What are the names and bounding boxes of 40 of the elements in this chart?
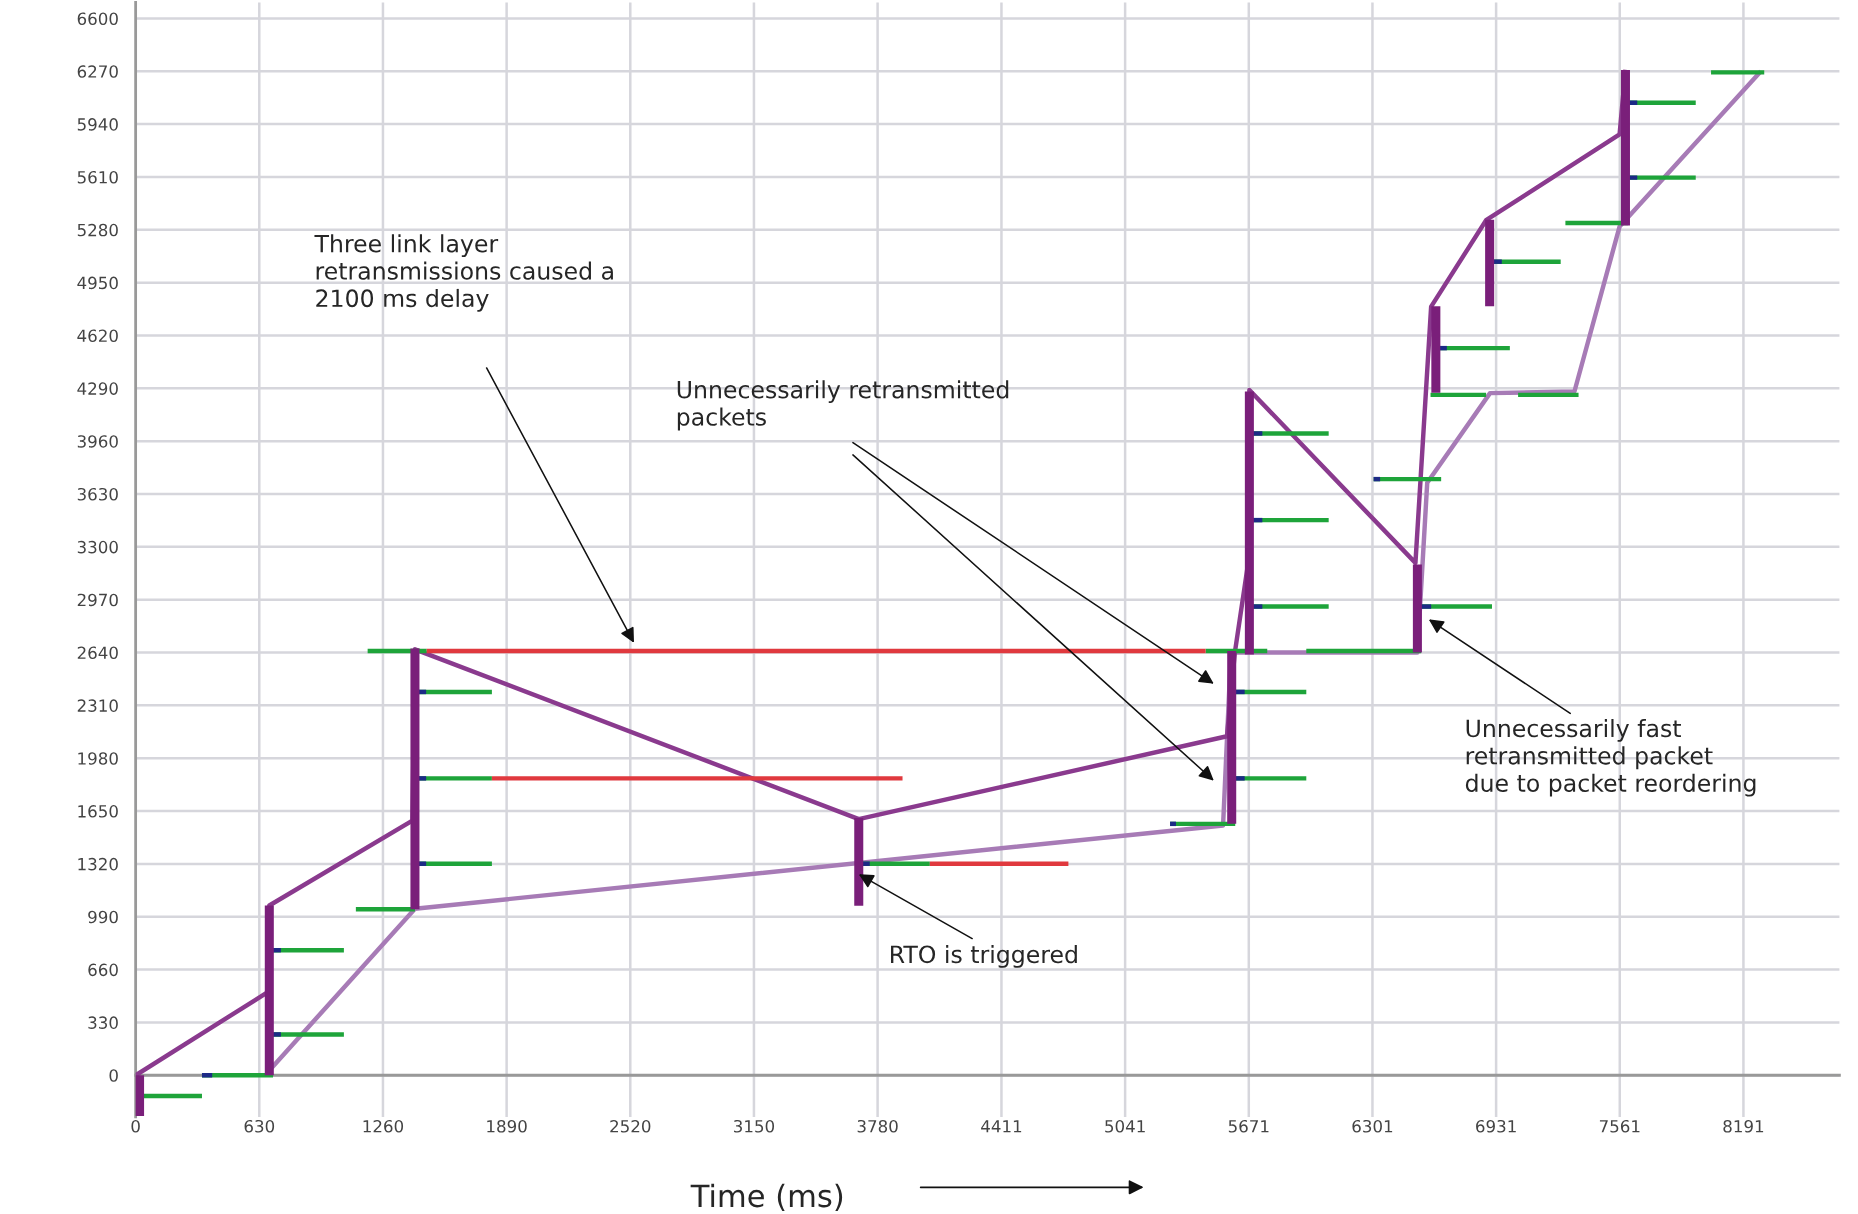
x-tick-label: 6931 xyxy=(1476,1119,1516,1133)
y-tick-label: 6270 xyxy=(77,65,118,78)
y-tick-label: 0 xyxy=(109,1069,118,1082)
y-tick-label: 660 xyxy=(88,963,118,977)
x-tick-label: 6301 xyxy=(1352,1119,1393,1133)
y-tick-label: 2970 xyxy=(77,593,118,607)
annotation: Unnecessarily retransmitted packets xyxy=(677,380,1009,431)
y-tick-label: 3300 xyxy=(77,540,118,554)
y-tick-label: 2640 xyxy=(77,646,118,660)
x-tick-label: 3150 xyxy=(734,1119,775,1133)
x-tick-label: 8191 xyxy=(1723,1119,1764,1133)
y-tick-label: 1980 xyxy=(78,752,118,765)
y-tick-label: 330 xyxy=(88,1016,118,1029)
annotation: Unnecessarily fast retransmitted packet due to packet reordering xyxy=(1465,719,1756,797)
y-tick-label: 4950 xyxy=(77,276,118,290)
y-tick-label: 6600 xyxy=(77,12,118,26)
y-tick-label: 3630 xyxy=(77,487,118,501)
y-tick-label: 5610 xyxy=(77,170,118,184)
x-tick-label: 5041 xyxy=(1105,1119,1145,1133)
y-tick-label: 5940 xyxy=(77,118,118,131)
x-tick-label: 1260 xyxy=(363,1119,404,1133)
x-tick-label: 5671 xyxy=(1228,1119,1269,1133)
x-tick-label: 3780 xyxy=(857,1119,898,1133)
y-tick-label: 990 xyxy=(88,910,118,924)
x-tick-label: 0 xyxy=(131,1119,140,1133)
y-tick-label: 1320 xyxy=(78,857,118,871)
y-tick-label: 1650 xyxy=(78,805,118,818)
x-tick-label: 2520 xyxy=(610,1119,651,1133)
y-tick-label: 4620 xyxy=(77,329,118,343)
x-tick-label: 4411 xyxy=(981,1120,1022,1133)
annotation: RTO is triggered xyxy=(891,944,1077,968)
x-tick-label: 1890 xyxy=(487,1119,527,1133)
y-tick-label: 4290 xyxy=(77,382,118,395)
y-tick-label: 5280 xyxy=(77,223,118,237)
x-tick-label: 7561 xyxy=(1599,1119,1640,1133)
annotation: Three link layer retransmissions caused a 2100 ms delay xyxy=(314,234,613,312)
x-axis-title: Time (ms) xyxy=(690,1183,843,1211)
x-tick-label: 630 xyxy=(244,1119,275,1133)
y-tick-label: 2310 xyxy=(77,699,118,712)
y-tick-label: 3960 xyxy=(77,435,118,448)
